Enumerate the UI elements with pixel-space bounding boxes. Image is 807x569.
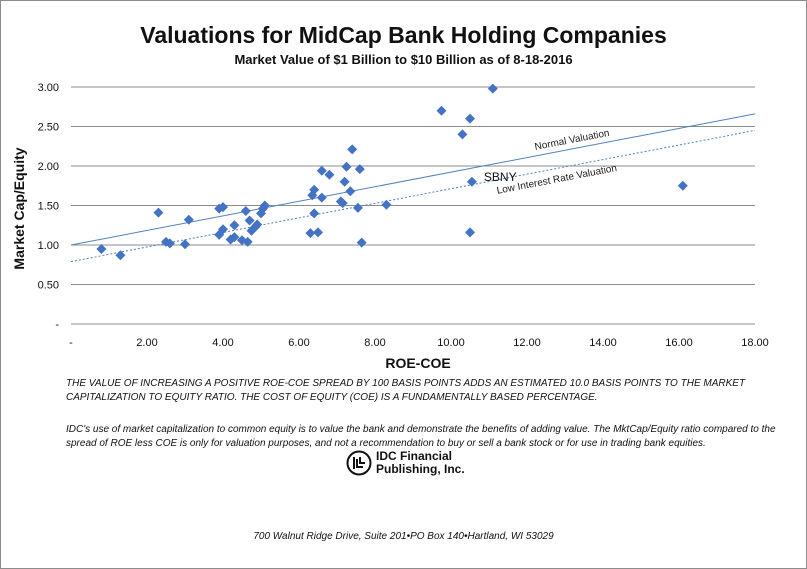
- trend-line: [70, 113, 756, 246]
- data-point: [309, 208, 320, 219]
- data-point: [381, 199, 392, 210]
- data-point: [218, 202, 228, 213]
- idc-logo: IDC Financial Publishing, Inc.: [346, 450, 486, 480]
- data-point: [487, 83, 498, 94]
- x-tick-label: 12.00: [513, 337, 541, 349]
- point-label-sbny: SBNY: [484, 170, 517, 184]
- x-tick-label: 6.00: [288, 337, 309, 349]
- data-point: [96, 243, 107, 254]
- data-point: [457, 129, 468, 140]
- idc-logo-text: IDC Financial Publishing, Inc.: [376, 450, 465, 476]
- chart-subtitle: Market Value of $1 Billion to $10 Billio…: [234, 52, 573, 67]
- y-tick-label: 2.50: [38, 122, 59, 134]
- x-tick-label: 8.00: [364, 337, 385, 349]
- data-point: [466, 176, 477, 187]
- data-point: [345, 186, 356, 197]
- data-point: [115, 250, 126, 261]
- data-point: [316, 165, 327, 176]
- x-tick-label: 10.00: [437, 337, 465, 349]
- data-point: [240, 206, 251, 217]
- y-tick-label: 3.00: [38, 82, 59, 94]
- data-point: [313, 227, 323, 238]
- data-point: [229, 232, 240, 243]
- data-point: [465, 227, 475, 238]
- chart-title: Valuations for MidCap Bank Holding Compa…: [140, 22, 667, 48]
- data-point: [229, 220, 240, 231]
- x-axis-title: ROE-COE: [385, 355, 450, 371]
- data-point: [242, 236, 253, 247]
- x-tick-label: 14.00: [589, 337, 617, 349]
- y-tick-label: 1.50: [38, 201, 59, 213]
- logo-line1: IDC Financial: [376, 449, 453, 463]
- x-tick-label: 18.00: [741, 337, 769, 349]
- x-tick-label: 16.00: [665, 337, 693, 349]
- data-point: [309, 184, 320, 195]
- trend-line: [70, 129, 756, 263]
- data-point: [677, 180, 688, 191]
- data-point: [180, 239, 190, 250]
- data-point: [339, 176, 350, 187]
- data-point: [337, 198, 348, 209]
- x-tick-label: 4.00: [212, 337, 233, 349]
- logo-line2: Publishing, Inc.: [376, 462, 465, 476]
- y-tick-label: -: [55, 319, 59, 331]
- y-tick-label: 0.50: [38, 280, 59, 292]
- x-tick-label: -: [69, 337, 73, 349]
- data-point: [183, 214, 194, 225]
- data-point: [324, 169, 335, 180]
- idc-seal-icon: [346, 450, 372, 476]
- data-point: [218, 224, 228, 235]
- data-point: [465, 113, 475, 124]
- y-tick-label: 2.00: [38, 161, 59, 173]
- data-point: [341, 161, 352, 172]
- data-point: [259, 200, 270, 211]
- y-axis-title: Market Cap/Equity: [11, 147, 27, 269]
- data-point: [436, 105, 447, 116]
- footer-address: 700 Walnut Ridge Drive, Suite 201•PO Box…: [253, 531, 554, 542]
- note-idc-disclaimer: IDC's use of market capitalization to co…: [66, 424, 776, 449]
- data-point: [316, 192, 327, 203]
- data-point: [347, 144, 358, 155]
- data-point: [252, 219, 263, 230]
- data-point: [305, 228, 316, 239]
- data-point: [352, 202, 363, 213]
- y-tick-label: 1.00: [38, 240, 59, 252]
- note-roe-coe-spread: THE VALUE OF INCREASING A POSITIVE ROE-C…: [66, 378, 746, 403]
- x-tick-label: 2.00: [136, 337, 157, 349]
- data-point: [153, 207, 164, 218]
- data-point: [356, 237, 367, 248]
- data-point: [354, 164, 365, 175]
- data-point: [244, 215, 255, 226]
- data-point: [164, 238, 175, 249]
